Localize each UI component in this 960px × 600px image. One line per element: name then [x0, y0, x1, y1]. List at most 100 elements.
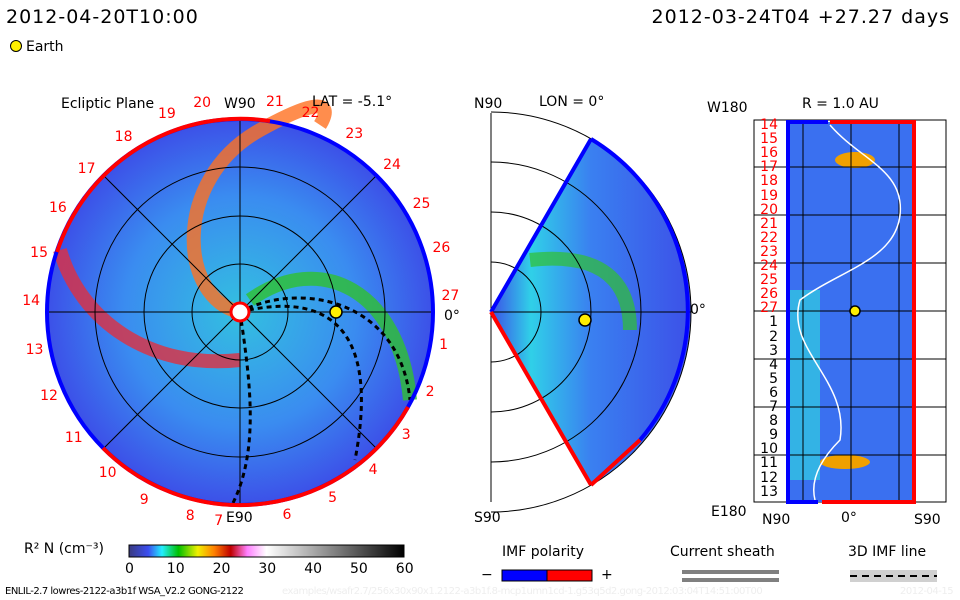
density-arm: [245, 271, 417, 401]
rim-label: 2: [425, 384, 435, 401]
sphere-ytick: 23: [760, 243, 778, 260]
sphere-ytick: 22: [760, 229, 778, 246]
earth-icon: [10, 40, 22, 52]
sphere-xtick: N90: [762, 512, 791, 528]
sphere-ytick: 8: [769, 413, 778, 430]
rim-label: 16: [48, 200, 67, 216]
rim-label: 11: [64, 430, 83, 447]
sphere-ytick: 17: [760, 159, 778, 176]
earth-marker: [849, 305, 861, 317]
rim-label: 6: [282, 506, 292, 523]
rim-label: 1: [439, 337, 449, 354]
colorbar-tick: 50: [350, 561, 368, 577]
rim-label: 5: [328, 489, 338, 506]
sphere-map-plot: [753, 119, 947, 504]
rim-label: 3: [401, 426, 411, 443]
sphere-ytick: 3: [769, 342, 778, 359]
rim-label: 13: [25, 341, 44, 358]
sphere-ytick: 15: [760, 131, 778, 148]
sphere-ytick: 21: [760, 215, 778, 232]
sphere-ytick: 7: [769, 399, 778, 415]
footer-date: 2012-04-15: [900, 586, 954, 597]
rim-label: 22: [301, 104, 320, 121]
sphere-ytick: 24: [760, 258, 778, 274]
rim-label: 8: [185, 507, 195, 524]
earth-marker: [578, 313, 592, 327]
imf-plus-label: +: [601, 567, 613, 583]
imf-minus-label: −: [481, 567, 493, 583]
meridional-plot: [489, 111, 692, 513]
meridional-title: LON = 0°: [539, 94, 605, 110]
rim-label: 17: [77, 160, 96, 177]
ecliptic-lat: LAT = -5.1°: [312, 94, 393, 110]
earth-legend: Earth: [10, 39, 64, 55]
colorbar-tick: 10: [166, 561, 185, 577]
sphere-ytick: 26: [760, 286, 778, 303]
earth-label: Earth: [26, 39, 64, 55]
rim-label: 25: [412, 195, 431, 212]
sphere-ytick: 6: [769, 384, 778, 401]
meridional-bottom-label: S90: [474, 510, 501, 526]
ecliptic-bottom-label: E90: [226, 510, 253, 526]
rim-label: 7: [214, 512, 224, 529]
sphere-title: R = 1.0 AU: [802, 96, 879, 112]
colorbar-tick: 60: [395, 561, 414, 577]
sphere-ytick: 13: [760, 483, 778, 500]
sphere-ytick: 5: [769, 370, 778, 387]
colorbar-tick: 40: [304, 561, 323, 577]
ecliptic-top-label: W90: [224, 96, 256, 112]
rim-label: 26: [432, 240, 451, 257]
rim-label: 20: [193, 94, 212, 111]
rim-label: 23: [345, 126, 364, 143]
current-sheath-label: Current sheath: [670, 544, 775, 560]
meridional-top-label: N90: [474, 96, 503, 112]
imf-positive-swatch: [546, 569, 593, 582]
colorbar-label: R² N (cm⁻³): [24, 541, 104, 557]
colorbar-tick: 30: [258, 561, 277, 577]
rim-label: 19: [157, 106, 176, 123]
sphere-ytick: 11: [760, 455, 778, 472]
sphere-ytick: 27: [760, 300, 778, 317]
rim-label: 24: [383, 157, 401, 174]
sphere-ytick: 12: [760, 469, 778, 486]
rim-label: 12: [40, 388, 58, 405]
rim-label: 18: [114, 128, 133, 145]
rim-label: 14: [22, 293, 41, 310]
imf-line: [239, 296, 412, 401]
sphere-ytick: 20: [760, 201, 778, 218]
sphere-ytick: 9: [769, 427, 778, 444]
rim-label: 27: [441, 288, 460, 305]
sphere-ytick: 16: [760, 145, 778, 162]
rim-label: 15: [30, 244, 48, 261]
rim-label: 21: [266, 94, 284, 111]
sphere-ytick: 10: [760, 441, 778, 458]
colorbar-tick: 0: [125, 561, 134, 577]
imf-negative-swatch: [501, 569, 548, 582]
colorbar-tick: 20: [212, 561, 231, 577]
sphere-bottom-label: E180: [711, 504, 747, 520]
ecliptic-right-label: 0°: [444, 308, 460, 324]
meridional-right-label: 0°: [690, 302, 706, 318]
imf-line-label: 3D IMF line: [848, 544, 927, 560]
sphere-xtick: S90: [914, 512, 941, 528]
sphere-ytick: 2: [769, 328, 778, 345]
density-arm: [53, 247, 241, 369]
sphere-ytick: 25: [760, 272, 778, 289]
imf-line-swatch: [850, 570, 937, 582]
sphere-ytick: 4: [769, 356, 778, 373]
current-date: 2012-04-20T10:00: [6, 6, 199, 28]
sphere-ytick: 18: [760, 173, 778, 190]
rim-label: 4: [368, 462, 378, 479]
ecliptic-plane-plot: [45, 99, 435, 508]
sphere-ytick: 14: [760, 117, 778, 133]
footer-model: ENLIL-2.7 lowres-2122-a3b1f WSA_V2.2 GON…: [5, 586, 244, 597]
sphere-ytick: 19: [760, 187, 778, 204]
sphere-top-label: W180: [707, 100, 748, 116]
current-sheath-swatch: [682, 570, 779, 582]
rim-label: 10: [98, 465, 117, 482]
earth-marker: [329, 305, 343, 319]
colorbar: [128, 544, 405, 558]
sphere-xtick: 0°: [841, 510, 857, 526]
rim-label: 9: [139, 491, 149, 508]
